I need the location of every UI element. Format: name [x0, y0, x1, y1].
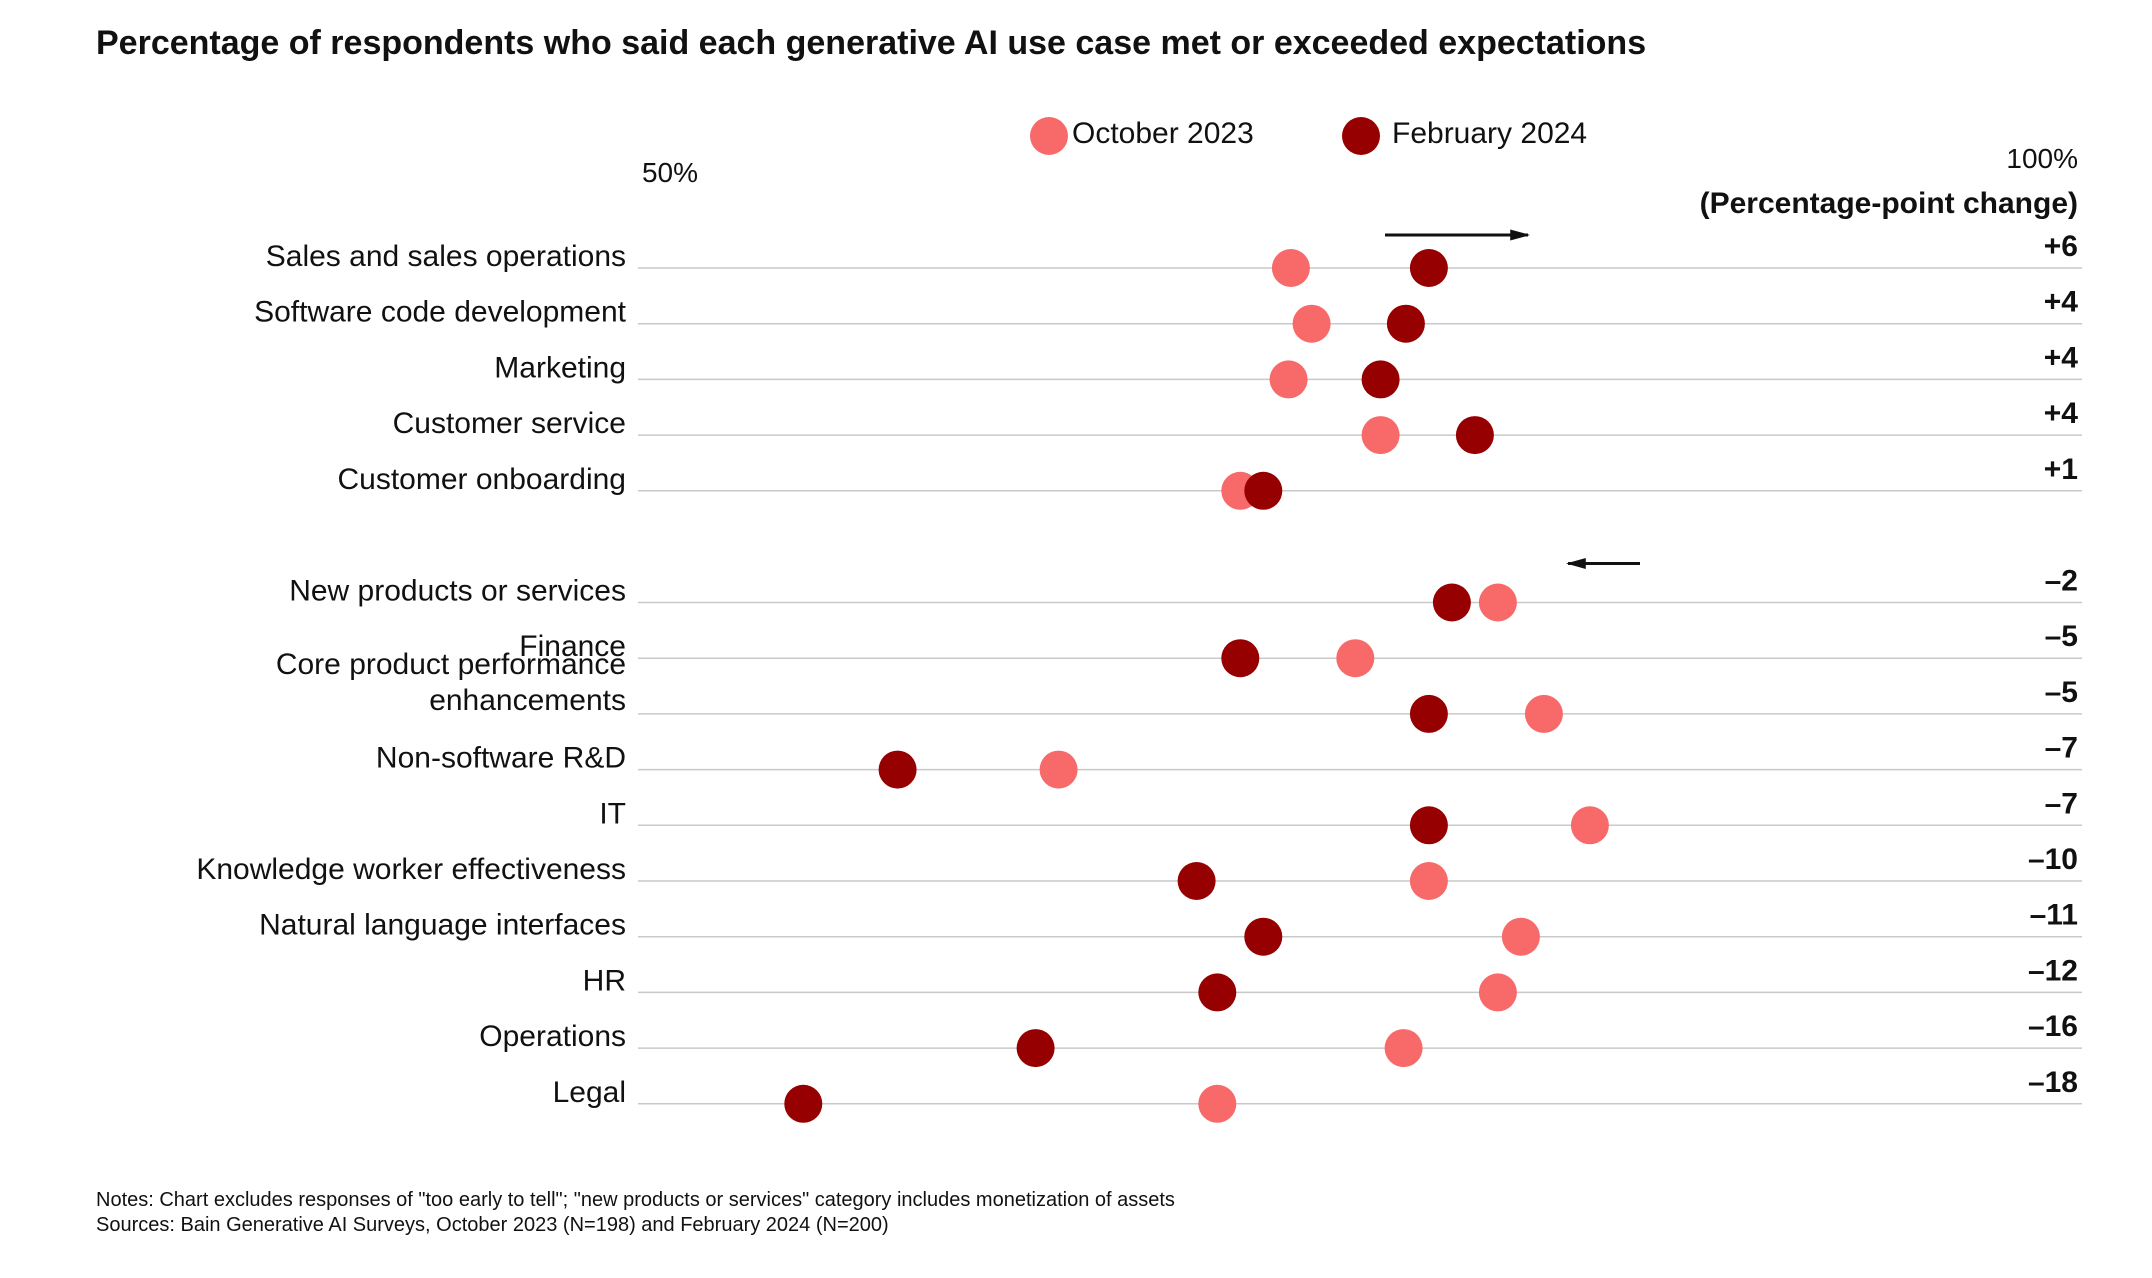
row-label: Legal — [553, 1076, 626, 1109]
change-value: +4 — [2044, 397, 2079, 430]
oct-2023-dot — [1478, 973, 1517, 1012]
sources-line: Sources: Bain Generative AI Surveys, Oct… — [96, 1214, 889, 1236]
row-label: Sales and sales operations — [266, 240, 626, 273]
feb-2024-dot — [1361, 360, 1400, 399]
change-value: +6 — [2044, 230, 2078, 263]
change-header: (Percentage-point change) — [1700, 187, 2078, 220]
change-value: –11 — [2030, 899, 2078, 932]
change-value: –7 — [2045, 787, 2078, 820]
legend-oct-dot — [1030, 117, 1068, 155]
oct-2023-dot — [1361, 416, 1400, 455]
change-value: –5 — [2045, 620, 2078, 653]
feb-2024-dot — [1455, 416, 1494, 455]
oct-2023-dot — [1292, 304, 1331, 343]
oct-2023-dot — [1384, 1029, 1423, 1068]
oct-2023-dot — [1501, 917, 1540, 956]
chart-title: Percentage of respondents who said each … — [96, 24, 1647, 62]
oct-2023-dot — [1570, 806, 1609, 845]
change-value: +4 — [2044, 341, 2079, 374]
row-label: Natural language interfaces — [259, 909, 626, 942]
row-label: Non-software R&D — [376, 742, 626, 775]
notes-line: Notes: Chart excludes responses of "too … — [96, 1189, 1175, 1211]
change-value: –7 — [2045, 732, 2078, 765]
row-label: IT — [599, 797, 626, 830]
row-label: Marketing — [494, 351, 626, 384]
feb-2024-dot — [1409, 806, 1448, 845]
feb-2024-dot — [1016, 1029, 1055, 1068]
row-label: HR — [583, 964, 626, 997]
dumbbell-chart: 50% 100% (Percentage-point change) Sales an… — [196, 143, 2082, 1181]
change-value: –16 — [2028, 1010, 2078, 1043]
feb-2024-dot — [1409, 694, 1448, 733]
row-label: Customer onboarding — [337, 463, 626, 496]
row-label: Knowledge worker effectiveness — [196, 853, 626, 886]
row-label: New products or services — [289, 575, 626, 608]
change-value: –5 — [2045, 676, 2078, 709]
chart-notes: Notes: Chart excludes responses of "too … — [96, 1188, 1175, 1238]
oct-2023-dot — [1336, 639, 1375, 678]
legend-oct-label: October 2023 — [1072, 117, 1254, 150]
oct-2023-dot — [1409, 862, 1448, 900]
oct-2023-dot — [1198, 1084, 1237, 1123]
feb-2024-dot — [1432, 583, 1471, 622]
feb-2024-dot — [784, 1084, 823, 1123]
feb-2024-dot — [1409, 249, 1448, 287]
oct-2023-dot — [1269, 360, 1308, 399]
oct-2023-dot — [1478, 583, 1517, 622]
oct-2023-dot — [1271, 249, 1310, 287]
row-label: Finance — [519, 630, 626, 663]
change-value: –12 — [2028, 954, 2078, 987]
oct-2023-dot — [1524, 694, 1563, 733]
oct-2023-dot — [1039, 750, 1078, 789]
row-label: enhancements — [429, 684, 626, 717]
change-value: +4 — [2044, 286, 2079, 319]
feb-2024-dot — [1198, 973, 1237, 1012]
change-value: –4 — [2045, 1178, 2079, 1181]
row-label: Software code development — [254, 296, 627, 329]
feb-2024-dot — [1386, 304, 1425, 343]
feb-2024-dot — [878, 750, 917, 789]
axis-min-label: 50% — [642, 157, 698, 188]
change-value: –2 — [2045, 565, 2078, 598]
row-label: Customer service — [393, 407, 626, 440]
row-label: Core product performance — [276, 648, 626, 681]
change-value: –18 — [2028, 1066, 2078, 1099]
row-label: Operations — [479, 1020, 626, 1053]
feb-2024-dot — [1177, 862, 1216, 900]
axis-max-label: 100% — [2006, 143, 2078, 174]
feb-2024-dot — [1244, 471, 1283, 510]
legend-feb-label: February 2024 — [1392, 117, 1588, 150]
feb-2024-dot — [1244, 917, 1283, 956]
change-value: –10 — [2028, 843, 2078, 876]
feb-2024-dot — [1221, 639, 1260, 678]
change-value: +1 — [2044, 453, 2078, 486]
legend-feb-dot — [1342, 117, 1380, 155]
